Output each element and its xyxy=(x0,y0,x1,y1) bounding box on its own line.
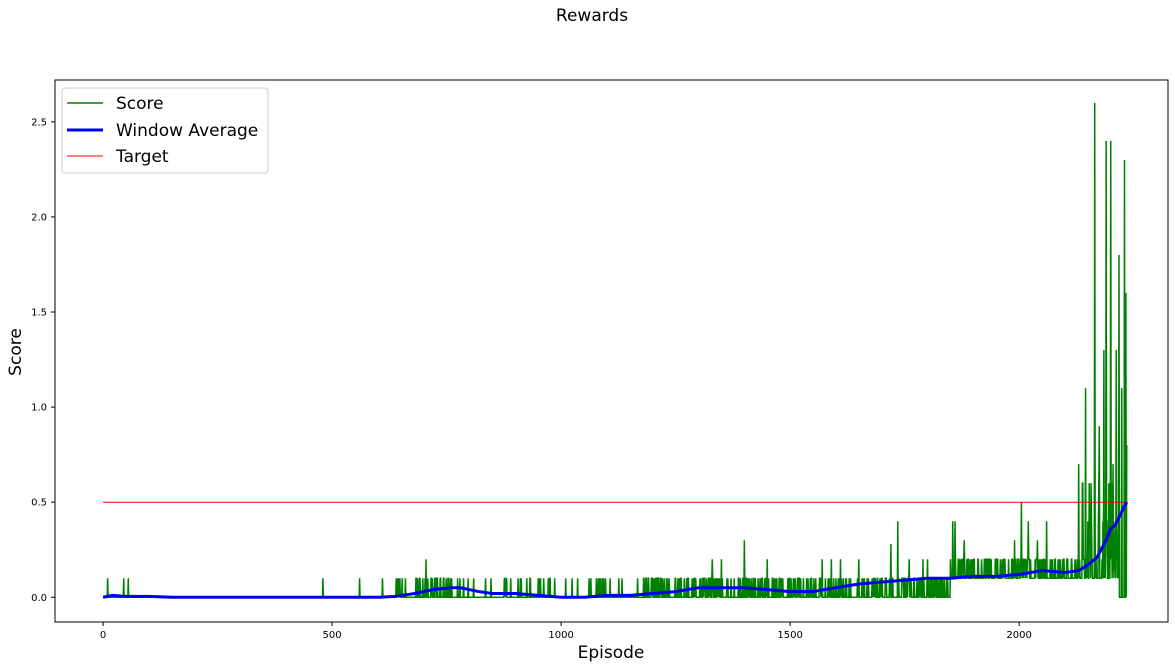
plot-frame xyxy=(54,79,1169,623)
y-tick-label: 0.0 xyxy=(31,593,47,604)
x-axis-label: Episode xyxy=(578,643,645,663)
x-tick-label: 1500 xyxy=(777,630,802,641)
x-tick-label: 1000 xyxy=(548,630,573,641)
legend-label-target: Target xyxy=(115,147,169,167)
chart-title: Rewards xyxy=(556,6,628,26)
legend-label-window-average: Window Average xyxy=(116,121,258,141)
window-average-line xyxy=(102,501,1129,599)
legend: Score Window Average Target xyxy=(61,87,269,174)
legend-label-score: Score xyxy=(116,94,164,114)
x-tick-label: 500 xyxy=(323,630,342,641)
x-tick-label: 2000 xyxy=(1006,630,1031,641)
y-tick-label: 0.5 xyxy=(31,498,47,509)
y-axis: 0.0 0.5 1.0 1.5 2.0 2.5 xyxy=(31,117,55,604)
y-tick-label: 1.0 xyxy=(31,403,47,414)
window-average-series-line xyxy=(102,501,1129,599)
legend-box xyxy=(61,87,269,174)
score-line xyxy=(103,102,1128,599)
score-series-line xyxy=(103,102,1128,599)
y-tick-label: 2.5 xyxy=(31,117,47,128)
x-axis: 0 500 1000 1500 2000 xyxy=(100,622,1032,641)
y-tick-label: 2.0 xyxy=(31,212,47,223)
y-tick-label: 1.5 xyxy=(31,308,47,319)
plot-area xyxy=(102,102,1129,599)
x-tick-label: 0 xyxy=(100,630,106,641)
y-axis-label: Score xyxy=(6,328,26,376)
